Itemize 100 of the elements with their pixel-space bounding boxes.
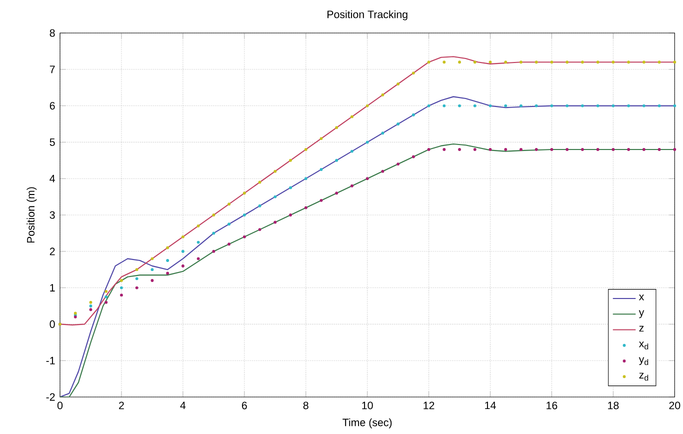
point (120, 294, 123, 297)
point (135, 286, 138, 290)
point (335, 192, 338, 195)
point (150, 279, 154, 282)
point (473, 148, 476, 151)
point (396, 82, 400, 86)
y-tick-label: 2 (50, 248, 55, 256)
x-tick-label: 18 (608, 402, 619, 410)
legend-label: z (639, 326, 644, 332)
y-tick-label: 1 (50, 284, 55, 292)
point (412, 155, 415, 158)
point (228, 202, 231, 206)
point (181, 264, 184, 268)
point (258, 204, 262, 208)
point (427, 60, 430, 64)
point (89, 304, 92, 308)
point (396, 162, 400, 166)
point (612, 104, 615, 108)
y-axis-title: Position (m) (26, 187, 37, 243)
point (581, 148, 584, 151)
point (289, 214, 292, 216)
point (473, 104, 476, 108)
point (534, 60, 538, 64)
x-tick-label: 2 (119, 402, 124, 410)
point (196, 257, 200, 260)
point (89, 300, 92, 304)
point (627, 148, 630, 151)
point (228, 242, 231, 246)
point (212, 214, 216, 216)
point (381, 132, 384, 135)
point (366, 140, 369, 144)
point (320, 168, 323, 171)
point (89, 308, 92, 312)
point (534, 148, 538, 151)
point (596, 104, 600, 108)
point (381, 170, 384, 173)
point (504, 148, 508, 151)
point (488, 104, 492, 108)
point (504, 104, 508, 108)
x-tick-label: 6 (242, 402, 247, 410)
point (520, 148, 522, 151)
point (366, 104, 369, 108)
point (642, 104, 646, 108)
point (596, 148, 600, 151)
point (274, 195, 277, 198)
point (120, 286, 123, 290)
point (104, 295, 108, 298)
point (335, 126, 338, 130)
point (289, 158, 292, 162)
point (304, 206, 308, 210)
x-tick-label: 4 (180, 402, 186, 410)
point (566, 60, 569, 64)
y-tick-label: 4 (50, 174, 55, 182)
legend-label: y (638, 310, 644, 318)
point (534, 104, 538, 108)
point (350, 115, 354, 118)
x-tick-label: 0 (57, 402, 63, 410)
point (427, 104, 430, 108)
point (166, 272, 170, 275)
point (520, 60, 522, 64)
point (566, 148, 569, 151)
x-axis-title: Time (sec) (342, 418, 392, 428)
point (212, 232, 216, 235)
point (366, 177, 369, 180)
point (320, 198, 323, 202)
legend-label: x (638, 294, 644, 300)
point (335, 158, 338, 162)
point (627, 104, 630, 108)
point (242, 235, 246, 238)
point (381, 93, 384, 96)
point (181, 250, 184, 253)
point (627, 60, 630, 64)
point (442, 148, 446, 151)
point (396, 122, 400, 126)
point (150, 257, 154, 260)
point (550, 60, 554, 64)
point (304, 177, 308, 180)
chart-title: Position Tracking (328, 10, 408, 20)
point (181, 235, 184, 238)
legend-label: x$_{d}$ (638, 342, 648, 350)
point (596, 60, 600, 64)
point (242, 214, 246, 216)
point (504, 60, 508, 64)
legend-label: z$_{d}$ (639, 372, 648, 381)
point (350, 184, 354, 188)
point (458, 148, 461, 151)
x-tick-label: 10 (362, 402, 373, 410)
point (581, 104, 584, 108)
point (166, 246, 170, 250)
point (150, 268, 154, 272)
point (550, 148, 554, 151)
point (274, 220, 277, 224)
y-tick-label: 6 (50, 102, 55, 110)
point (212, 250, 216, 253)
point (658, 104, 661, 108)
point (612, 60, 615, 64)
point (520, 104, 522, 108)
point (550, 104, 554, 108)
point (488, 60, 492, 64)
point (304, 148, 308, 151)
